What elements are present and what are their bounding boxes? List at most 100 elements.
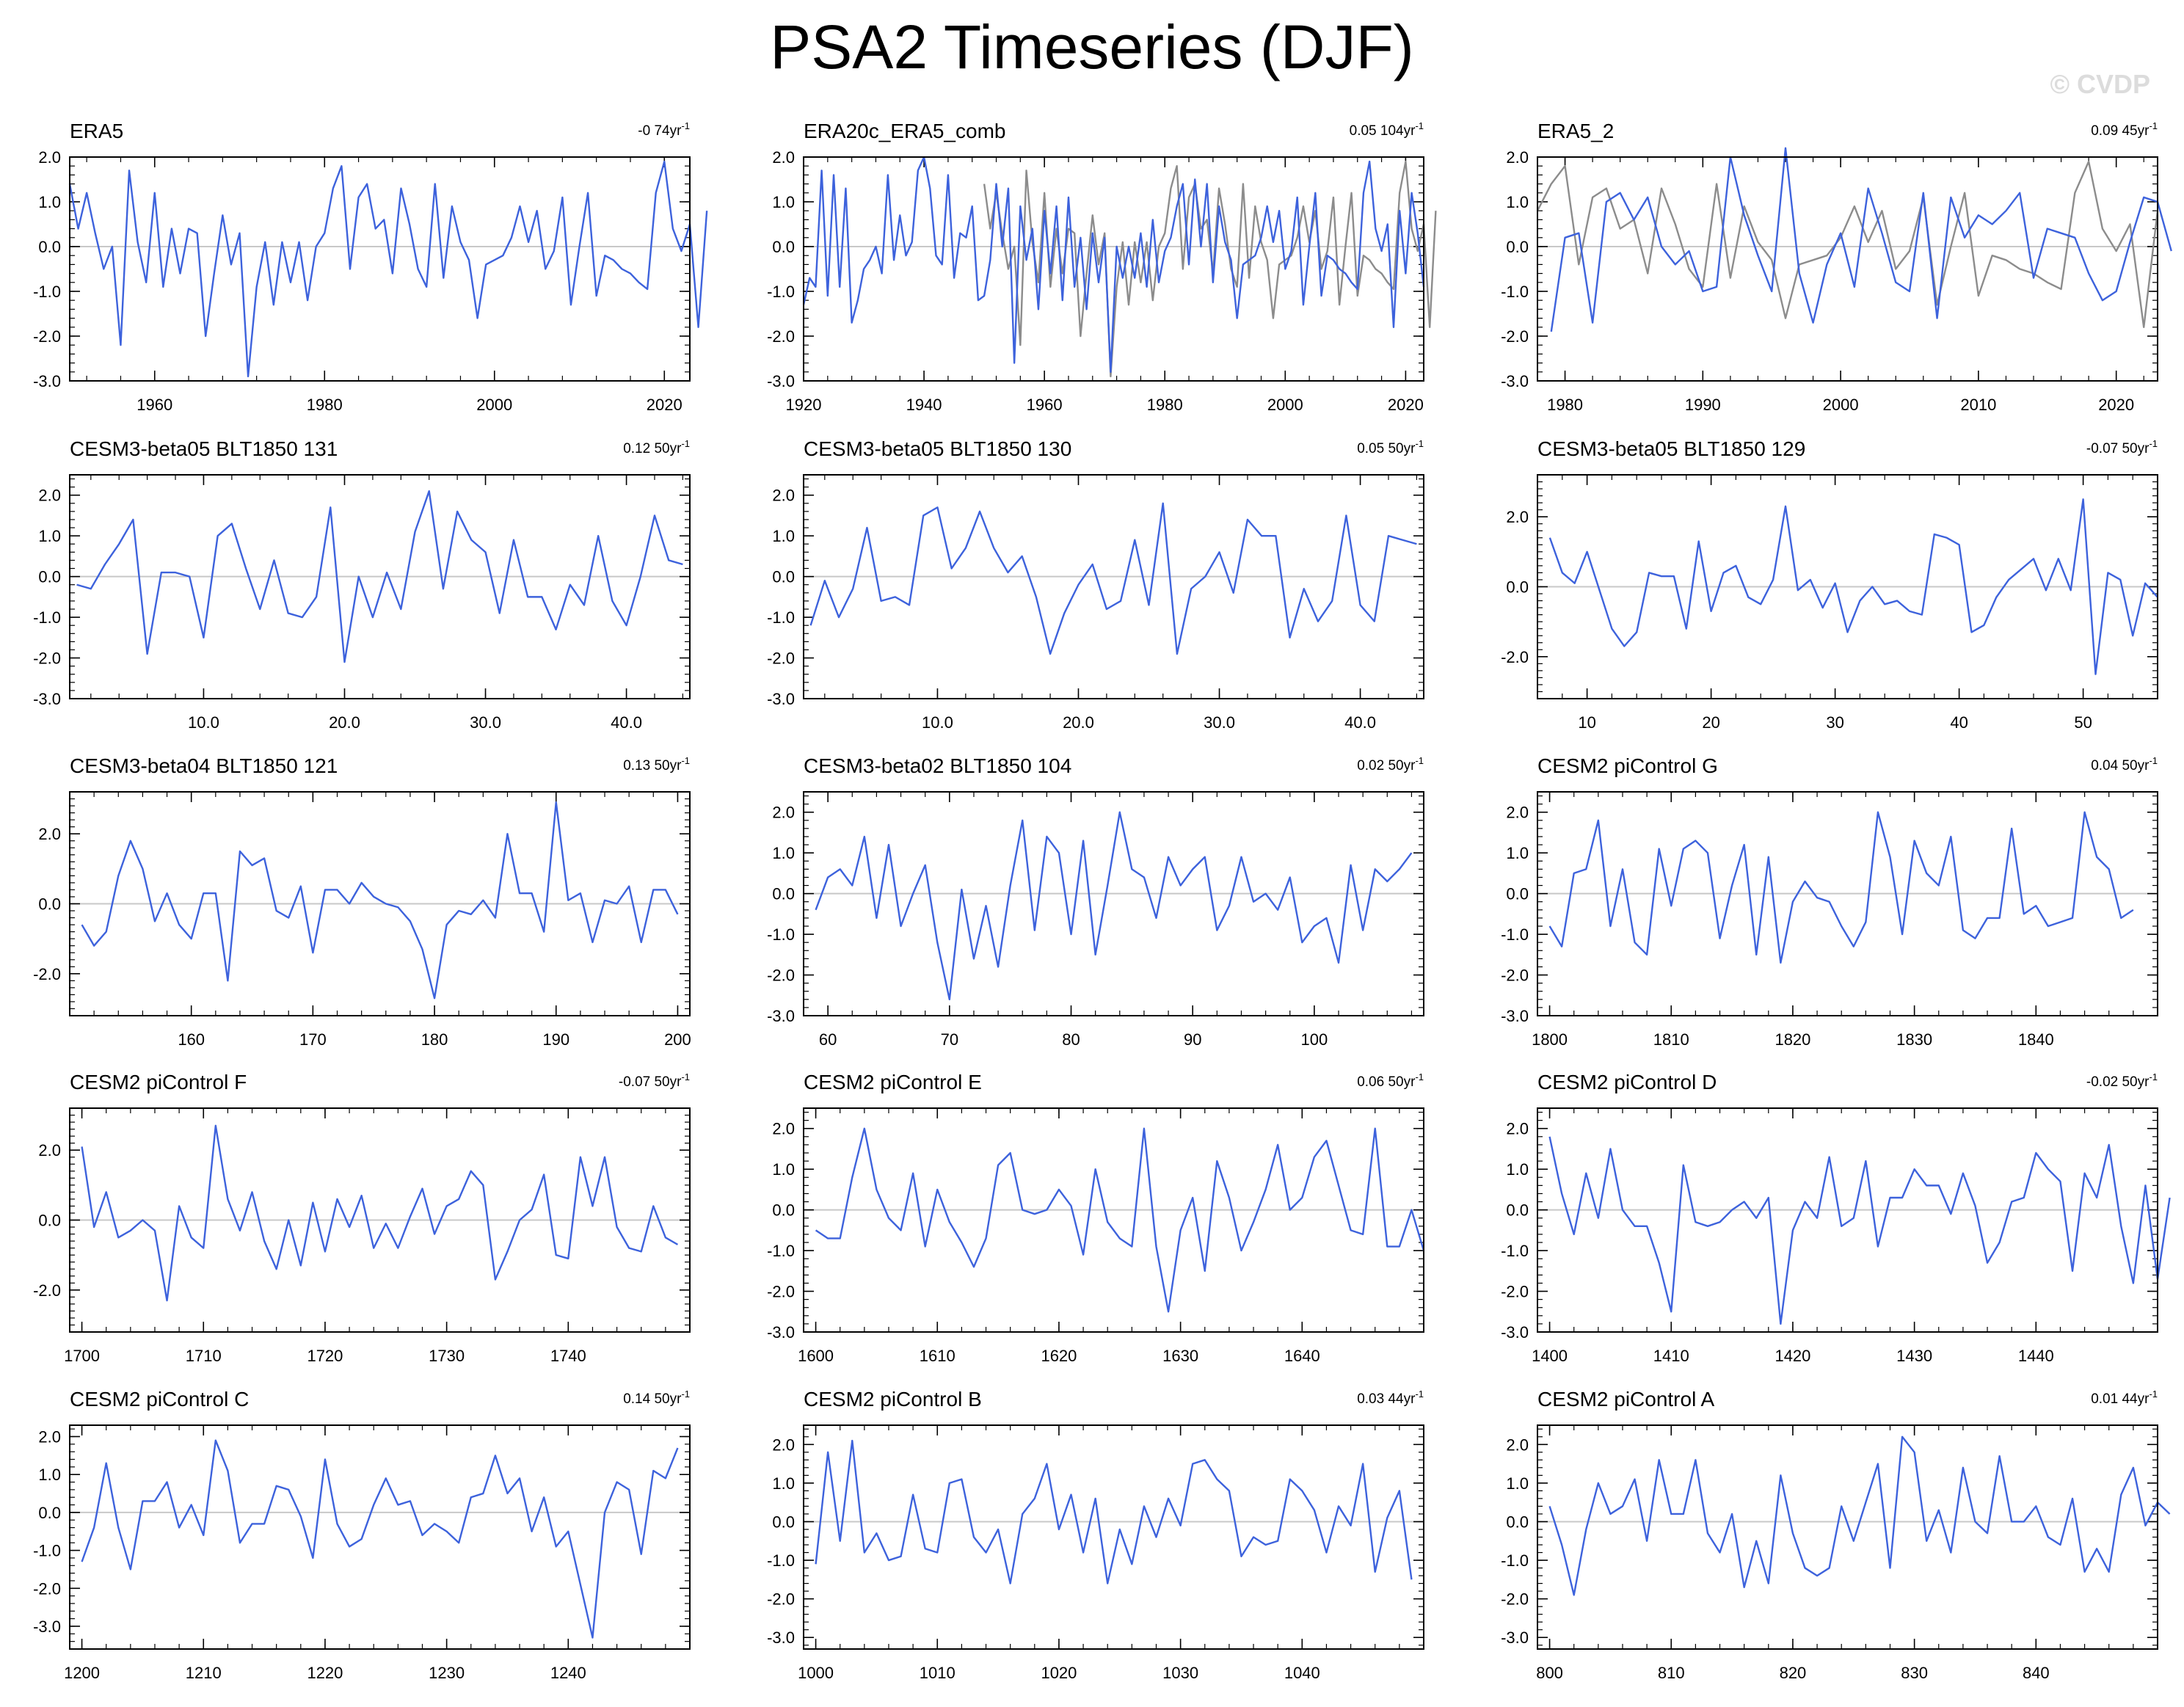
y-tick-label: 2.0	[1506, 1120, 1529, 1138]
chart-panel-1: ERA5 -0 74yr-1 2.0 1.0 0.0 -1.0 -2.0 -3.0 1960 19…	[33, 120, 708, 414]
y-tick-label: -3.0	[1501, 1323, 1529, 1342]
chart-panel-15: CESM2 piControl A 0.01 44yr-1 2.0 1.0 0.0 -1.…	[1501, 1388, 2171, 1682]
trend-label: 0.03 44yr-1	[1357, 1388, 1424, 1407]
trend-label: -0.07 50yr-1	[619, 1071, 690, 1090]
y-tick-label: 1.0	[38, 1466, 61, 1484]
y-tick-label: -1.0	[767, 608, 795, 627]
panel-title: CESM3-beta05 BLT1850 129	[1537, 437, 1805, 460]
plot-frame	[1537, 791, 2158, 1016]
x-tick-label: 1990	[1685, 396, 1721, 414]
panel-title: CESM2 piControl A	[1537, 1388, 1715, 1411]
x-tick-label: 1830	[1896, 1030, 1932, 1049]
y-tick-label: 1.0	[772, 193, 795, 211]
x-tick-label: 1730	[429, 1347, 465, 1365]
panel-title: CESM2 piControl B	[804, 1388, 982, 1411]
x-tick-label: 1840	[2018, 1030, 2054, 1049]
y-tick-label: -2.0	[1501, 967, 1529, 985]
y-tick-label: 2.0	[38, 487, 61, 505]
y-tick-label: 2.0	[38, 1428, 61, 1446]
x-tick-label: 1960	[1027, 396, 1063, 414]
panel-title: CESM2 piControl G	[1537, 754, 1718, 777]
x-tick-label: 1640	[1284, 1347, 1320, 1365]
y-tick-label: 1.0	[1506, 193, 1529, 211]
x-tick-label: 30	[1826, 713, 1843, 732]
x-tick-label: 160	[178, 1030, 205, 1049]
trend-label: -0 74yr-1	[638, 120, 690, 139]
x-tick-label: 1980	[1547, 396, 1583, 414]
series-line	[1548, 811, 2134, 964]
y-tick-label: 2.0	[1506, 1435, 1529, 1454]
trend-label: 0.13 50yr-1	[623, 755, 690, 774]
y-tick-label: -2.0	[767, 649, 795, 668]
y-tick-label: -1.0	[767, 283, 795, 301]
y-tick-label: 0.0	[1506, 1201, 1529, 1220]
x-tick-label: 20	[1702, 713, 1719, 732]
chart-panel-12: CESM2 piControl D -0.02 50yr-1 2.0 1.0 0.0 -1…	[1501, 1071, 2171, 1365]
y-tick-label: 0.0	[772, 1201, 795, 1220]
panel-title: ERA20c_ERA5_comb	[804, 120, 1005, 142]
x-tick-label: 1960	[136, 396, 172, 414]
y-tick-label: 1.0	[772, 1160, 795, 1179]
x-tick-label: 1040	[1284, 1664, 1320, 1682]
chart-panel-3: ERA5_2 0.09 45yr-1 2.0 1.0 0.0 -1.0 -2.0 -3.0 19…	[1501, 120, 2172, 414]
y-tick-label: 0.0	[38, 895, 61, 914]
y-tick-label: -3.0	[33, 690, 61, 708]
y-tick-label: 1.0	[38, 527, 61, 545]
reference-series-line	[1536, 160, 2159, 328]
plot-frame	[69, 1424, 691, 1650]
x-tick-label: 1700	[64, 1347, 100, 1365]
series-line	[815, 1439, 1413, 1584]
x-tick-label: 810	[1658, 1664, 1685, 1682]
x-tick-label: 1810	[1653, 1030, 1689, 1049]
y-tick-label: -3.0	[767, 372, 795, 390]
y-tick-label: -1.0	[1501, 925, 1529, 944]
x-tick-label: 1000	[798, 1664, 834, 1682]
x-tick-label: 1210	[186, 1664, 222, 1682]
x-tick-label: 800	[1536, 1664, 1563, 1682]
y-tick-label: -1.0	[767, 1242, 795, 1260]
y-tick-label: 0.0	[38, 1504, 61, 1522]
y-tick-label: 2.0	[772, 148, 795, 167]
trend-label: 0.12 50yr-1	[623, 438, 690, 456]
y-tick-label: -1.0	[33, 608, 61, 627]
chart-panel-7: CESM3-beta04 BLT1850 121 0.13 50yr-1 2.0 0.…	[33, 754, 691, 1049]
y-tick-label: -3.0	[767, 690, 795, 708]
trend-label: 0.01 44yr-1	[2091, 1388, 2158, 1407]
x-tick-label: 30.0	[470, 713, 501, 732]
x-tick-label: 1980	[1147, 396, 1183, 414]
panel-title: ERA5	[70, 120, 123, 142]
reference-series-line	[983, 160, 1437, 378]
chart-panel-2: ERA20c_ERA5_comb 0.05 104yr-1 2.0 1.0 0.0 -1.…	[767, 120, 1437, 414]
y-tick-label: 2.0	[772, 1435, 795, 1454]
chart-panel-4: CESM3-beta05 BLT1850 131 0.12 50yr-1 2.0 1.…	[33, 437, 691, 732]
y-tick-label: -2.0	[33, 649, 61, 668]
x-tick-label: 1020	[1041, 1664, 1077, 1682]
trend-label: 0.06 50yr-1	[1357, 1071, 1424, 1090]
x-tick-label: 1710	[186, 1347, 222, 1365]
series-line	[76, 489, 683, 663]
y-tick-label: 0.0	[1506, 1513, 1529, 1531]
y-tick-label: -3.0	[33, 1617, 61, 1636]
y-tick-label: 0.0	[772, 885, 795, 903]
plot-frame	[1537, 474, 2158, 699]
plot-frame	[803, 1107, 1424, 1333]
chart-panel-5: CESM3-beta05 BLT1850 130 0.05 50yr-1 2.0 1.…	[767, 437, 1424, 732]
x-tick-label: 1980	[307, 396, 343, 414]
panel-title: CESM2 piControl E	[804, 1071, 982, 1093]
y-tick-label: 1.0	[1506, 1474, 1529, 1493]
chart-panel-11: CESM2 piControl E 0.06 50yr-1 2.0 1.0 0.0 -1.…	[767, 1071, 1425, 1365]
series-line	[81, 1439, 679, 1639]
x-tick-label: 10.0	[922, 713, 953, 732]
x-tick-label: 2020	[1388, 396, 1424, 414]
y-tick-label: -3.0	[1501, 372, 1529, 390]
plot-frame	[1537, 156, 2158, 382]
y-tick-label: -2.0	[33, 1579, 61, 1598]
y-tick-label: 2.0	[772, 804, 795, 822]
y-tick-label: 2.0	[38, 148, 61, 167]
y-tick-label: 2.0	[1506, 804, 1529, 822]
y-tick-label: 1.0	[772, 527, 795, 545]
y-tick-label: 1.0	[1506, 1160, 1529, 1179]
x-tick-label: 30.0	[1204, 713, 1235, 732]
y-tick-label: -3.0	[1501, 1628, 1529, 1647]
x-tick-label: 200	[664, 1030, 691, 1049]
